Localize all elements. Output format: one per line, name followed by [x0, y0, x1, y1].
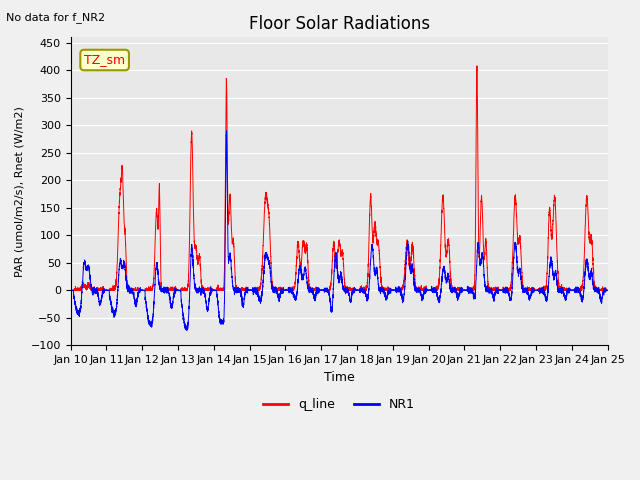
q_line: [460, 288, 467, 293]
NR1: [223, 128, 230, 133]
X-axis label: Time: Time: [324, 371, 355, 384]
NR1: [474, 242, 482, 248]
NR1: [321, 287, 329, 292]
q_line: [321, 288, 329, 293]
q_line: [250, 288, 257, 293]
Line: q_line: q_line: [70, 66, 607, 290]
q_line: [575, 288, 582, 293]
q_line: [67, 288, 75, 293]
q_line: [604, 288, 611, 293]
NR1: [604, 288, 611, 293]
NR1: [250, 288, 257, 294]
Line: NR1: NR1: [70, 131, 607, 330]
Text: TZ_sm: TZ_sm: [84, 53, 125, 67]
NR1: [183, 327, 191, 333]
q_line: [474, 221, 482, 227]
Legend: q_line, NR1: q_line, NR1: [259, 393, 420, 416]
NR1: [67, 288, 74, 293]
q_line: [473, 63, 481, 69]
NR1: [575, 288, 582, 294]
q_line: [67, 288, 74, 293]
NR1: [581, 268, 589, 274]
Title: Floor Solar Radiations: Floor Solar Radiations: [248, 15, 429, 33]
q_line: [581, 229, 589, 235]
Y-axis label: PAR (umol/m2/s), Rnet (W/m2): PAR (umol/m2/s), Rnet (W/m2): [15, 106, 25, 277]
Text: No data for f_NR2: No data for f_NR2: [6, 12, 106, 23]
NR1: [460, 288, 467, 293]
